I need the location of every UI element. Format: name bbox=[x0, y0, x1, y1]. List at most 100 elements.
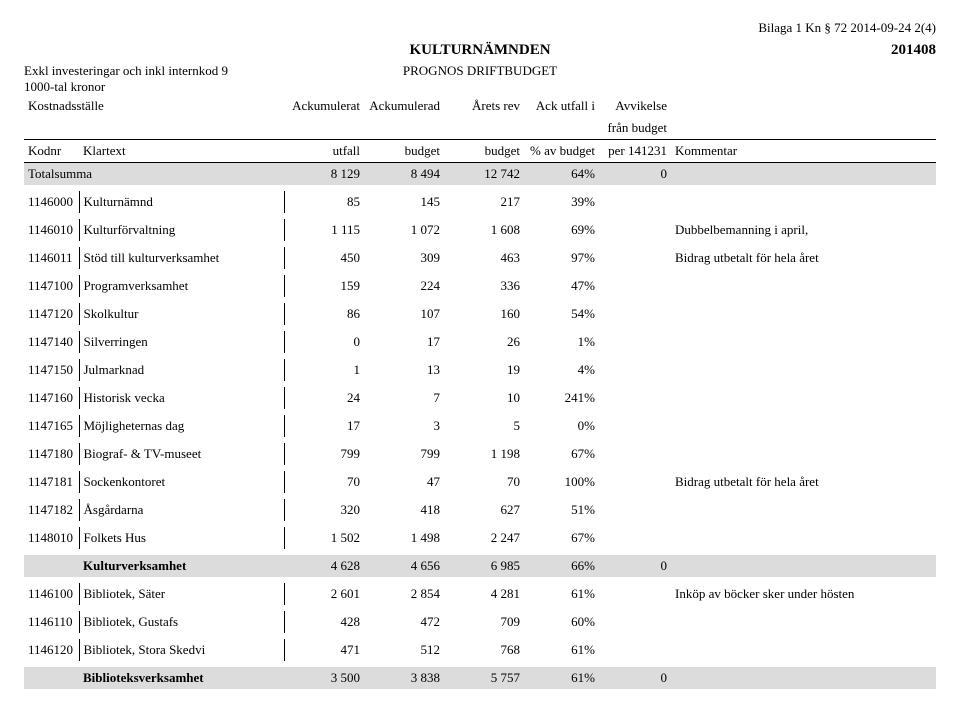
cell-kommentar: Bidrag utbetalt för hela året bbox=[671, 247, 936, 269]
cell-c4: 69% bbox=[524, 219, 599, 241]
cell-c2: 2 854 bbox=[364, 583, 444, 605]
cell-c4: 67% bbox=[524, 527, 599, 549]
cell-c2: 3 bbox=[364, 415, 444, 437]
cell-c2: 17 bbox=[364, 331, 444, 353]
cell-kommentar bbox=[671, 191, 936, 213]
cell-klartext: Silverringen bbox=[79, 331, 284, 353]
cell-c4: 4% bbox=[524, 359, 599, 381]
cell-c4: 47% bbox=[524, 275, 599, 297]
cell-c4: 39% bbox=[524, 191, 599, 213]
summary-c3: 12 742 bbox=[444, 163, 524, 186]
table-row: 1148010Folkets Hus1 5021 4982 24767% bbox=[24, 527, 936, 549]
hdr-avvik-3: per 141231 bbox=[599, 140, 671, 163]
summary-c1: 8 129 bbox=[284, 163, 364, 186]
hdr-ack-utfall-3: utfall bbox=[284, 140, 364, 163]
cell-kommentar bbox=[671, 387, 936, 409]
cell-c3: 1 198 bbox=[444, 443, 524, 465]
cell-c1: 799 bbox=[284, 443, 364, 465]
cell-c2: 107 bbox=[364, 303, 444, 325]
period: 201408 bbox=[891, 42, 936, 59]
cell-c4: 54% bbox=[524, 303, 599, 325]
cell-c1: 17 bbox=[284, 415, 364, 437]
cell-c3: 19 bbox=[444, 359, 524, 381]
table-row: 1147150Julmarknad113194% bbox=[24, 359, 936, 381]
budget-table: Kostnadsställe Ackumulerat Ackumulerad Å… bbox=[24, 95, 936, 689]
cell-kommentar bbox=[671, 527, 936, 549]
cell-c3: 463 bbox=[444, 247, 524, 269]
cell-kodnr: 1146100 bbox=[24, 583, 79, 605]
cell-c4: 100% bbox=[524, 471, 599, 493]
cell-c2: 145 bbox=[364, 191, 444, 213]
cell-c1: 24 bbox=[284, 387, 364, 409]
cell-klartext: Programverksamhet bbox=[79, 275, 284, 297]
cell-kodnr: 1147180 bbox=[24, 443, 79, 465]
hdr-ack-budget-2: budget bbox=[364, 140, 444, 163]
table-row: 1146120Bibliotek, Stora Skedvi4715127686… bbox=[24, 639, 936, 661]
table-row: 1147160Historisk vecka24710241% bbox=[24, 387, 936, 409]
cell-c3: 1 608 bbox=[444, 219, 524, 241]
cell-kodnr: 1146110 bbox=[24, 611, 79, 633]
cell-kommentar bbox=[671, 275, 936, 297]
cell-c2: 224 bbox=[364, 275, 444, 297]
hdr-rev-2: budget bbox=[444, 140, 524, 163]
cell-c1: 70 bbox=[284, 471, 364, 493]
cell-c3: 217 bbox=[444, 191, 524, 213]
cell-c1: 320 bbox=[284, 499, 364, 521]
document-reference: Bilaga 1 Kn § 72 2014-09-24 2(4) bbox=[24, 20, 936, 36]
cell-kommentar: Dubbelbemanning i april, bbox=[671, 219, 936, 241]
cell-c4: 61% bbox=[524, 583, 599, 605]
cell-klartext: Historisk vecka bbox=[79, 387, 284, 409]
summary-row: Biblioteksverksamhet3 5003 8385 75761%0 bbox=[24, 667, 936, 689]
summary-row: Totalsumma8 1298 49412 74264%0 bbox=[24, 163, 936, 186]
cell-klartext: Biograf- & TV-museet bbox=[79, 443, 284, 465]
cell-c1: 1 502 bbox=[284, 527, 364, 549]
table-row: 1146000Kulturnämnd8514521739% bbox=[24, 191, 936, 213]
table-row: 1147180Biograf- & TV-museet7997991 19867… bbox=[24, 443, 936, 465]
table-row: 1146110Bibliotek, Gustafs42847270960% bbox=[24, 611, 936, 633]
summary-c1: 4 628 bbox=[284, 555, 364, 577]
cell-kodnr: 1147120 bbox=[24, 303, 79, 325]
hdr-kostnads: Kostnadsställe bbox=[24, 95, 284, 117]
cell-c2: 418 bbox=[364, 499, 444, 521]
hdr-kommentar: Kommentar bbox=[671, 140, 936, 163]
cell-c2: 13 bbox=[364, 359, 444, 381]
cell-kommentar: Bidrag utbetalt för hela året bbox=[671, 471, 936, 493]
cell-c1: 0 bbox=[284, 331, 364, 353]
cell-c1: 85 bbox=[284, 191, 364, 213]
cell-c2: 799 bbox=[364, 443, 444, 465]
cell-klartext: Folkets Hus bbox=[79, 527, 284, 549]
cell-kodnr: 1147100 bbox=[24, 275, 79, 297]
cell-kommentar bbox=[671, 443, 936, 465]
cell-c1: 86 bbox=[284, 303, 364, 325]
summary-c2: 3 838 bbox=[364, 667, 444, 689]
cell-c3: 2 247 bbox=[444, 527, 524, 549]
table-row: 1147165Möjligheternas dag17350% bbox=[24, 415, 936, 437]
cell-c3: 336 bbox=[444, 275, 524, 297]
summary-c4: 61% bbox=[524, 667, 599, 689]
cell-klartext: Julmarknad bbox=[79, 359, 284, 381]
hdr-acki-1: Ack utfall i bbox=[524, 95, 599, 117]
cell-kodnr: 1147181 bbox=[24, 471, 79, 493]
hdr-ack-utfall-2 bbox=[284, 117, 364, 140]
cell-c4: 60% bbox=[524, 611, 599, 633]
cell-c3: 26 bbox=[444, 331, 524, 353]
cell-kodnr: 1147150 bbox=[24, 359, 79, 381]
cell-c3: 627 bbox=[444, 499, 524, 521]
cell-c1: 159 bbox=[284, 275, 364, 297]
summary-c2: 8 494 bbox=[364, 163, 444, 186]
cell-kodnr: 1148010 bbox=[24, 527, 79, 549]
header-block: KULTURNÄMNDEN 201408 bbox=[24, 42, 936, 59]
cell-kommentar bbox=[671, 639, 936, 661]
table-row: 1146010Kulturförvaltning1 1151 0721 6086… bbox=[24, 219, 936, 241]
cell-kodnr: 1146010 bbox=[24, 219, 79, 241]
table-row: 1147181Sockenkontoret704770100%Bidrag ut… bbox=[24, 471, 936, 493]
cell-klartext: Kulturnämnd bbox=[79, 191, 284, 213]
cell-c1: 471 bbox=[284, 639, 364, 661]
summary-c3: 6 985 bbox=[444, 555, 524, 577]
cell-c4: 1% bbox=[524, 331, 599, 353]
cell-c2: 47 bbox=[364, 471, 444, 493]
summary-c4: 64% bbox=[524, 163, 599, 186]
cell-kommentar bbox=[671, 303, 936, 325]
cell-klartext: Kulturförvaltning bbox=[79, 219, 284, 241]
cell-kommentar bbox=[671, 499, 936, 521]
